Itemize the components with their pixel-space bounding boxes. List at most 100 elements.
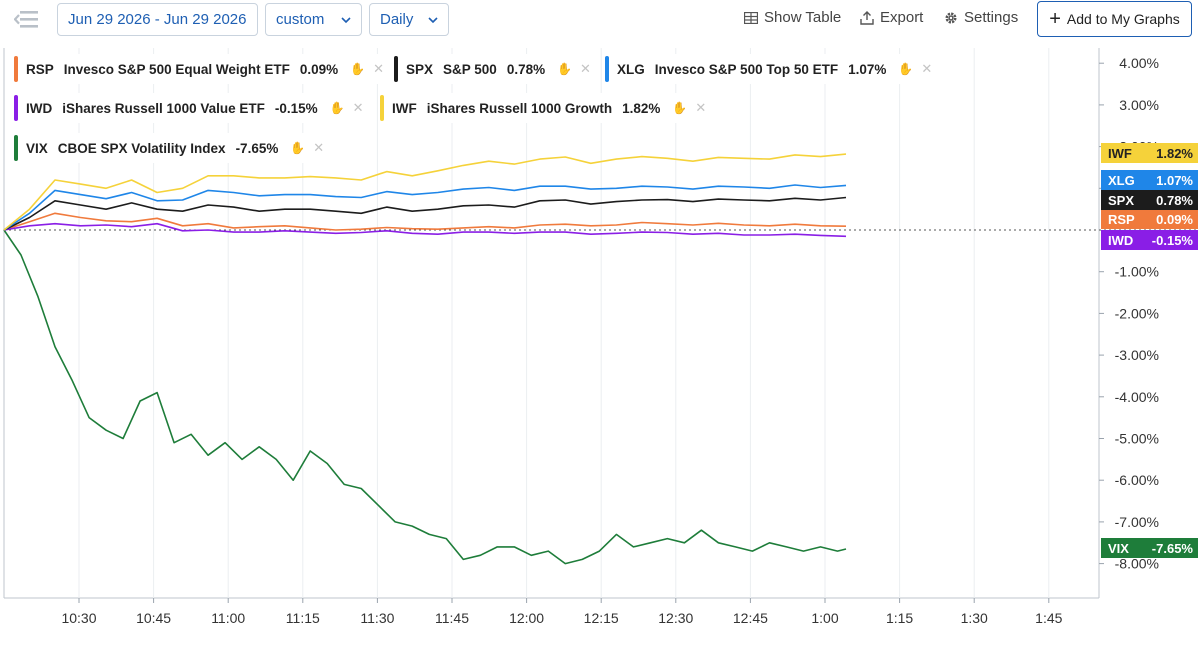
x-tick-label: 10:45 [136, 610, 171, 626]
settings-label: Settings [964, 9, 1019, 26]
x-tick-label: 11:45 [435, 610, 469, 626]
x-tick-label: 12:45 [733, 610, 768, 626]
remove-series-icon[interactable]: ✕ [373, 61, 384, 76]
plus-icon: + [1049, 8, 1061, 30]
y-tick-label: -6.00% [1115, 472, 1159, 488]
remove-series-icon[interactable]: ✕ [580, 61, 591, 76]
hand-pointer-icon[interactable]: ✋ [290, 141, 306, 155]
hand-pointer-icon[interactable]: ✋ [898, 62, 914, 76]
legend-item-iwd[interactable]: IWD iShares Russell 1000 Value ETF -0.15% ✋… [14, 93, 370, 123]
series-line-vix [3, 229, 847, 565]
end-label-symbol-iwf: IWF [1108, 146, 1132, 161]
x-tick-label: 1:30 [961, 610, 988, 626]
end-label-symbol-spx: SPX [1108, 193, 1134, 208]
remove-series-icon[interactable]: ✕ [313, 140, 325, 155]
remove-series-icon[interactable]: ✕ [921, 61, 933, 76]
y-tick-label: -7.00% [1115, 514, 1159, 530]
date-range-picker[interactable]: Jun 29 2026 - Jun 29 2026 [57, 3, 258, 36]
remove-series-icon[interactable]: ✕ [352, 100, 364, 115]
legend-item-iwf[interactable]: IWF iShares Russell 1000 Growth 1.82% ✋ ✕ [380, 93, 713, 123]
legend-swatch [380, 95, 384, 121]
remove-series-icon[interactable]: ✕ [695, 100, 707, 115]
collapse-menu-icon[interactable] [14, 8, 40, 30]
y-tick-label: 4.00% [1119, 55, 1159, 71]
settings-button[interactable]: Settings [944, 9, 1018, 26]
gear-icon [945, 12, 957, 23]
end-label-bg-rsp [1101, 209, 1198, 229]
legend-name: iShares Russell 1000 Value ETF [62, 100, 265, 116]
y-tick-label: -4.00% [1115, 389, 1159, 405]
legend-change: 0.09% [299, 61, 339, 77]
date-range-label: Jun 29 2026 - Jun 29 2026 [68, 11, 247, 28]
end-label-symbol-rsp: RSP [1108, 212, 1135, 227]
end-label-bg-iwf [1101, 143, 1198, 163]
x-tick-label: 12:15 [584, 610, 619, 626]
x-tick-label: 11:15 [286, 610, 320, 626]
legend-swatch [14, 95, 18, 121]
legend-symbol: SPX [406, 61, 434, 77]
table-icon [744, 11, 758, 24]
toolbar: Jun 29 2026 - Jun 29 2026 custom Daily S… [0, 0, 1200, 44]
end-label-value-iwd: -0.15% [1152, 233, 1194, 248]
y-tick-label: 3.00% [1119, 97, 1159, 113]
add-to-my-graphs-button[interactable]: + Add to My Graphs [1037, 1, 1192, 37]
show-table-label: Show Table [764, 9, 842, 26]
line-chart: 10:30 10:45 11:00 11:15 11:30 11:45 12:00 12:15… [3, 48, 1198, 626]
x-tick-label: 10:30 [61, 610, 96, 626]
end-label-value-spx: 0.78% [1156, 193, 1193, 208]
hand-pointer-icon[interactable]: ✋ [329, 101, 345, 115]
y-tick-label: -2.00% [1115, 305, 1159, 321]
x-tick-label: 1:00 [811, 610, 838, 626]
x-tick-label: 12:30 [658, 610, 693, 626]
hand-pointer-icon[interactable]: ✋ [672, 101, 688, 115]
legend-symbol: RSP [26, 61, 54, 77]
legend-change: 1.07% [848, 61, 887, 77]
export-button[interactable]: Export [860, 9, 923, 26]
series-line-rsp [3, 212, 847, 231]
legend-name: iShares Russell 1000 Growth [426, 100, 613, 116]
end-label-bg-iwd [1101, 230, 1198, 250]
chevron-down-icon [428, 16, 438, 23]
export-label: Export [880, 9, 924, 26]
legend-swatch [605, 56, 609, 82]
legend-change: -7.65% [235, 140, 279, 156]
legend-symbol: VIX [26, 140, 48, 156]
legend-symbol: XLG [617, 61, 645, 77]
series-line-spx [3, 196, 847, 231]
legend-name: CBOE SPX Volatility Index [57, 140, 226, 156]
legend-item-rsp[interactable]: RSP Invesco S&P 500 Equal Weight ETF 0.09%… [14, 54, 390, 84]
legend-change: 1.82% [622, 100, 661, 116]
end-label-value-rsp: 0.09% [1156, 212, 1193, 227]
show-table-button[interactable]: Show Table [744, 9, 841, 26]
legend-item-spx[interactable]: SPX S&P 500 0.78% ✋ ✕ [394, 54, 597, 84]
series-line-iwd [3, 222, 847, 238]
y-tick-label: -1.00% [1115, 264, 1159, 280]
x-tick-label: 11:30 [360, 610, 394, 626]
y-tick-label: -3.00% [1115, 347, 1159, 363]
hand-pointer-icon[interactable]: ✋ [557, 62, 573, 76]
interval-label: Daily [380, 11, 414, 28]
end-label-value-xlg: 1.07% [1156, 173, 1193, 188]
legend-symbol: IWF [392, 100, 417, 116]
range-mode-dropdown[interactable]: custom [265, 3, 362, 36]
series-line-iwf [3, 153, 847, 231]
x-tick-label: 1:45 [1035, 610, 1062, 626]
end-label-symbol-iwd: IWD [1108, 233, 1133, 248]
series-line-xlg [3, 184, 847, 231]
end-label-symbol-xlg: XLG [1108, 173, 1135, 188]
legend-change: -0.15% [274, 100, 318, 116]
end-label-bg-vix [1101, 538, 1198, 558]
x-tick-label: 12:00 [509, 610, 544, 626]
legend-item-xlg[interactable]: XLG Invesco S&P 500 Top 50 ETF 1.07% ✋ ✕ [605, 54, 939, 84]
legend-change: 0.78% [506, 61, 546, 77]
x-tick-label: 1:15 [886, 610, 913, 626]
end-label-symbol-vix: VIX [1108, 541, 1129, 556]
interval-dropdown[interactable]: Daily [369, 3, 449, 36]
legend-swatch [14, 135, 18, 161]
x-tick-label: 11:00 [211, 610, 245, 626]
legend-swatch [394, 56, 398, 82]
legend-symbol: IWD [26, 100, 53, 116]
legend-item-vix[interactable]: VIX CBOE SPX Volatility Index -7.65% ✋ ✕ [14, 133, 331, 163]
hand-pointer-icon[interactable]: ✋ [350, 62, 366, 76]
end-label-value-iwf: 1.82% [1156, 146, 1193, 161]
